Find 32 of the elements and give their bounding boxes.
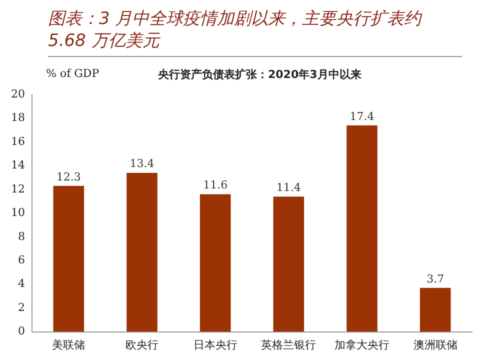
x-tick-label: 美联储 <box>52 338 86 352</box>
x-tick-label: 加拿大央行 <box>334 338 390 352</box>
y-tick-label: 12 <box>10 182 25 196</box>
bar <box>53 186 84 332</box>
x-tick-label: 日本央行 <box>193 338 238 352</box>
y-tick-label: 0 <box>18 324 25 338</box>
data-label: 11.4 <box>276 180 301 194</box>
y-axis-title: % of GDP <box>46 67 100 80</box>
data-label: 12.3 <box>56 170 81 184</box>
bar <box>200 194 231 332</box>
y-tick-label: 8 <box>18 230 25 243</box>
chart-title: 图表：3 月中全球疫情加剧以来，主要央行扩表约 5.68 万亿美元 <box>48 8 462 57</box>
y-tick-label: 2 <box>18 300 25 314</box>
x-tick-label: 欧央行 <box>126 338 158 352</box>
data-label: 3.7 <box>426 272 444 286</box>
y-tick-label: 14 <box>10 158 25 172</box>
data-label: 11.6 <box>203 178 228 192</box>
chart-subtitle: 央行资产负债表扩张：2020年3月中以来 <box>158 67 362 82</box>
y-tick-label: 6 <box>18 254 25 266</box>
bar <box>346 125 378 332</box>
y-tick-label: 16 <box>10 134 25 148</box>
y-tick-label: 20 <box>10 87 25 100</box>
y-tick-label: 18 <box>10 111 25 124</box>
data-label: 17.4 <box>350 110 374 123</box>
bar <box>420 288 451 332</box>
x-tick-label: 英格兰银行 <box>261 338 316 352</box>
x-tick-label: 澳洲联储 <box>413 338 458 352</box>
data-label: 13.4 <box>130 157 154 170</box>
y-tick-label: 4 <box>18 277 25 290</box>
bar <box>273 196 304 332</box>
y-tick-label: 10 <box>10 206 25 220</box>
bar <box>126 172 158 332</box>
